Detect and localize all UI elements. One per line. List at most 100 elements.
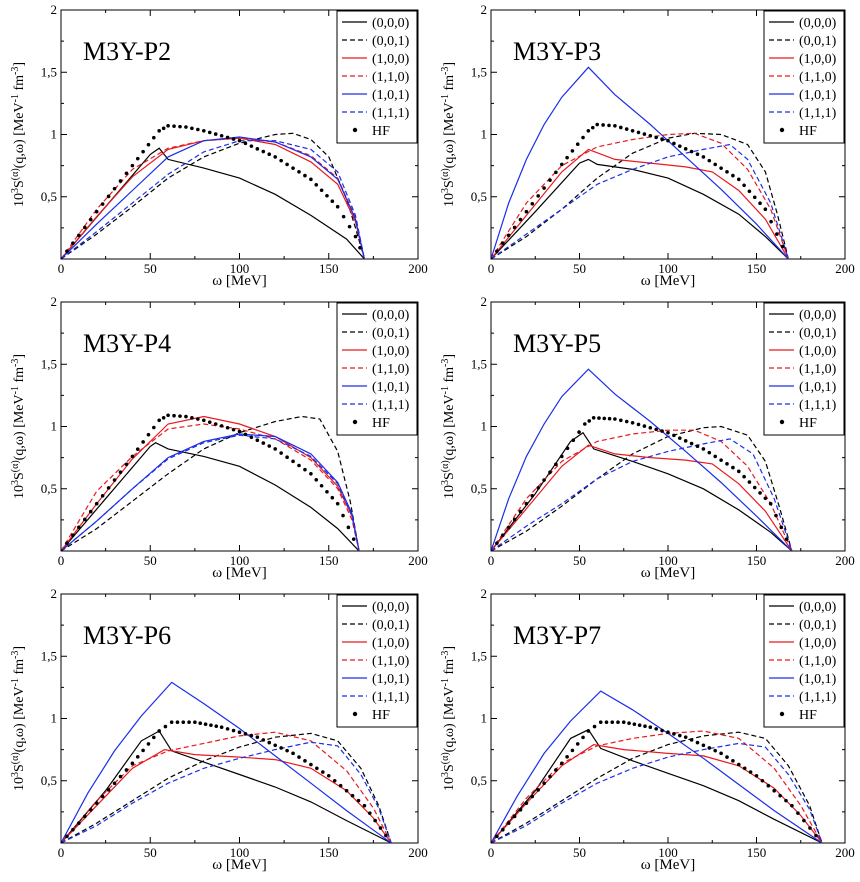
- legend-label: (0,0,1): [799, 326, 837, 341]
- hf-point: [332, 778, 337, 783]
- chart-panel-1: 0 50 100 150 200 0,5 1 1,5 2 ω [MeV] 103S(α)(q,ω) …: [10, 2, 428, 289]
- hf-point: [83, 225, 87, 230]
- hf-point: [202, 128, 206, 133]
- legend-label: (0,0,1): [372, 326, 410, 341]
- hf-point: [548, 470, 552, 474]
- hf-point: [672, 732, 676, 736]
- hf-point: [255, 147, 260, 151]
- hf-point: [207, 130, 212, 135]
- hf-point: [65, 834, 69, 839]
- hf-point: [570, 149, 575, 153]
- legend-swatch: [779, 419, 785, 425]
- hf-point: [243, 732, 248, 736]
- hf-point: [267, 152, 272, 157]
- hf-point: [731, 173, 735, 178]
- hf-point: [601, 123, 605, 127]
- hf-point: [124, 768, 129, 772]
- legend-label: (0,0,1): [799, 34, 837, 49]
- hf-point: [648, 133, 653, 138]
- hf-point: [725, 462, 729, 466]
- series-hf-dots: [61, 413, 356, 551]
- hf-point: [303, 173, 307, 178]
- hf-point: [701, 447, 706, 451]
- hf-point: [225, 727, 230, 731]
- hf-point: [636, 422, 641, 427]
- hf-point: [766, 783, 771, 788]
- y-tick-label: 0,5: [41, 773, 57, 788]
- hf-point: [291, 459, 295, 464]
- hf-point: [495, 541, 499, 545]
- hf-point: [303, 759, 307, 763]
- hf-point: [695, 152, 700, 157]
- hf-point: [610, 720, 615, 725]
- hf-point: [518, 217, 523, 222]
- hf-point: [707, 158, 712, 163]
- hf-point: [666, 730, 670, 734]
- legend-label: HF: [372, 124, 390, 139]
- hf-point: [565, 446, 570, 451]
- panel-title: M3Y-P7: [513, 621, 601, 650]
- hf-point: [146, 742, 151, 746]
- hf-point: [636, 130, 641, 135]
- x-axis-label: ω [MeV]: [641, 857, 695, 873]
- hf-point: [616, 720, 620, 725]
- y-tick-label: 1: [481, 419, 488, 434]
- hf-point: [335, 501, 340, 506]
- series-line-4: [491, 690, 823, 843]
- y-tick-label: 0,5: [41, 189, 57, 204]
- hf-point: [255, 438, 260, 442]
- hf-point: [695, 740, 700, 745]
- hf-point: [542, 478, 546, 482]
- legend-label: (0,0,0): [372, 600, 410, 615]
- x-axis-label: ω [MeV]: [641, 565, 695, 581]
- hf-point: [695, 444, 700, 449]
- hf-point: [592, 724, 597, 729]
- hf-point: [88, 217, 93, 222]
- hf-point: [267, 740, 272, 745]
- hf-point: [130, 163, 135, 168]
- hf-point: [737, 469, 741, 474]
- legend-label: (0,0,0): [799, 308, 837, 323]
- y-axis-label: 103S(α)(q,ω) [MeV-1 fm-3]: [440, 646, 457, 791]
- hf-point: [571, 438, 576, 442]
- hf-point: [261, 738, 266, 742]
- plot-area: [491, 368, 793, 551]
- hf-point: [654, 427, 658, 432]
- chart-panel-2: 0 50 100 150 200 0,5 1 1,5 2 ω [MeV] 103S(α)(q,ω) …: [440, 2, 855, 289]
- hf-point: [118, 179, 123, 183]
- plot-area: [491, 690, 823, 843]
- hf-point: [560, 761, 564, 766]
- x-tick-label: 150: [747, 553, 767, 568]
- hf-point: [209, 723, 213, 728]
- hf-point: [297, 463, 301, 468]
- hf-point: [71, 827, 75, 832]
- hf-point: [346, 525, 351, 530]
- hf-point: [758, 491, 762, 495]
- legend: (0,0,0) (0,0,1) (1,0,0) (1,1,0) (1,0,1) (1,1,…: [763, 302, 845, 436]
- hf-point: [648, 425, 653, 430]
- legend-label: (0,0,0): [799, 16, 837, 31]
- hf-point: [106, 486, 111, 490]
- hf-point: [713, 162, 717, 167]
- x-tick-label: 0: [58, 261, 65, 276]
- series-line-5: [61, 434, 360, 551]
- legend-swatch: [352, 127, 358, 133]
- chart-panel-4: 0 50 100 150 200 0,5 1 1,5 2 ω [MeV] 103S(α)(q,ω) …: [440, 294, 855, 581]
- hf-point: [161, 415, 166, 420]
- hf-point: [135, 755, 140, 759]
- hf-point: [273, 155, 278, 159]
- hf-point: [707, 450, 712, 455]
- legend-label: (1,1,0): [372, 362, 410, 377]
- legend-label: (1,1,0): [372, 70, 410, 85]
- series-line-2: [61, 748, 392, 843]
- hf-point: [737, 762, 741, 767]
- y-tick-label: 1: [51, 419, 58, 434]
- series-line-0: [61, 730, 392, 843]
- hf-point: [351, 537, 356, 541]
- series-line-4: [61, 433, 360, 551]
- hf-point: [768, 501, 773, 506]
- hf-point: [279, 746, 283, 750]
- hf-point: [309, 762, 313, 767]
- legend-label: (1,1,1): [799, 106, 837, 121]
- legend-label: (1,0,1): [372, 672, 410, 687]
